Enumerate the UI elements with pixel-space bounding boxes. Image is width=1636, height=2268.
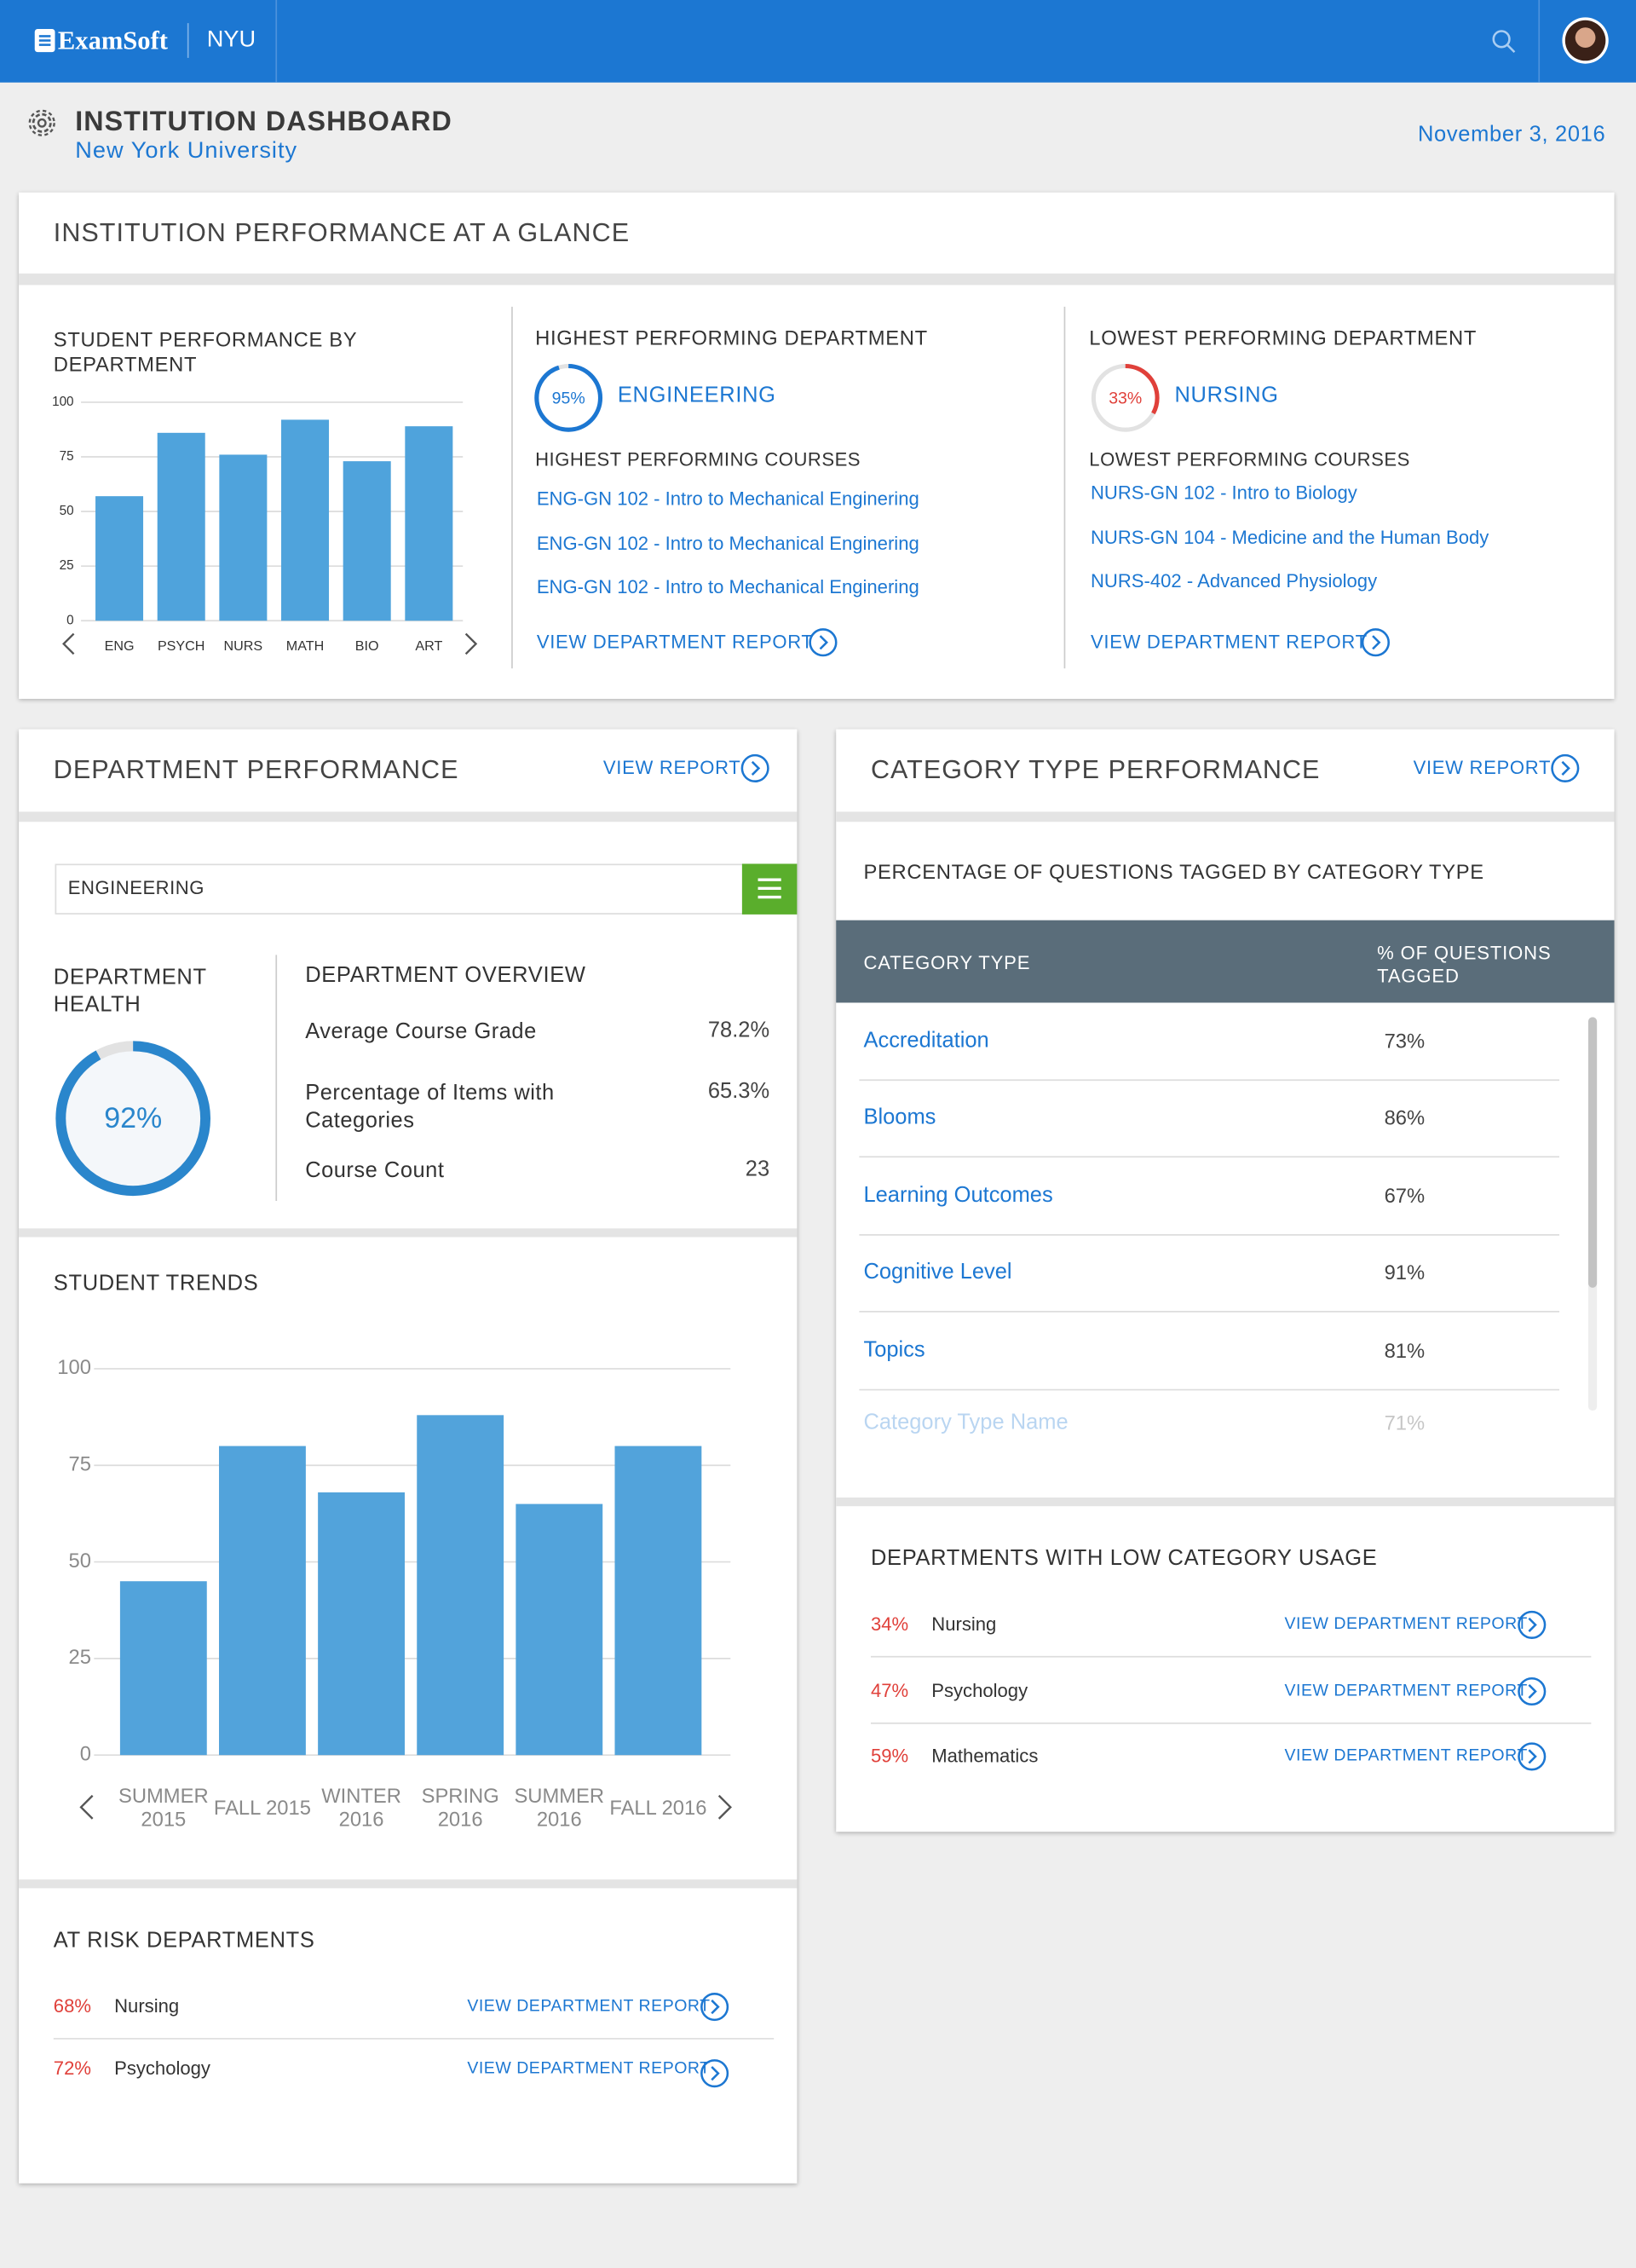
page-subtitle: New York University	[75, 138, 298, 164]
category-value: 81%	[1384, 1338, 1426, 1362]
usage-name: Nursing	[931, 1613, 997, 1636]
panel-title: HIGHEST PERFORMING DEPARTMENT	[535, 326, 928, 349]
select-value[interactable]: ENGINEERING	[67, 876, 204, 899]
separator	[19, 273, 1615, 286]
courses-title: LOWEST PERFORMING COURSES	[1089, 448, 1410, 470]
separator	[836, 811, 1615, 822]
usage-percent: 59%	[870, 1745, 909, 1767]
course-link[interactable]: ENG-GN 102 - Intro to Mechanical Enginer…	[536, 575, 919, 597]
chart-title: STUDENT PERFORMANCE BY DEPARTMENT	[53, 326, 357, 376]
panel-title: DEPARTMENT HEALTH	[53, 964, 207, 1017]
panel-title: DEPARTMENTS WITH LOW CATEGORY USAGE	[870, 1546, 1378, 1571]
separator	[19, 1879, 798, 1889]
report-link[interactable]: VIEW REPORT	[602, 756, 741, 779]
course-link[interactable]: NURS-GN 102 - Intro to Biology	[1090, 482, 1357, 504]
report-link[interactable]: VIEW DEPARTMENT REPORT	[467, 1998, 711, 2016]
category-value: 86%	[1384, 1105, 1426, 1129]
course-link[interactable]: ENG-GN 102 - Intro to Mechanical Enginer…	[536, 531, 919, 554]
select-button[interactable]	[741, 863, 798, 915]
department-name: NURSING	[1174, 383, 1279, 408]
separator	[19, 1228, 798, 1238]
institution: NYU	[206, 27, 256, 53]
x-tick-label: WINTER 2016	[321, 1784, 401, 1831]
top-bar	[0, 0, 1636, 83]
x-tick-label: SUMMER 2015	[118, 1784, 209, 1831]
course-link[interactable]: NURS-GN 104 - Medicine and the Human Bod…	[1090, 525, 1489, 548]
chart-title: STUDENT TRENDS	[53, 1271, 259, 1296]
report-link[interactable]: VIEW DEPARTMENT REPORT	[1090, 630, 1368, 653]
separator	[836, 1498, 1615, 1507]
risk-name: Psychology	[114, 2057, 210, 2080]
risk-percent: 68%	[53, 1994, 92, 2017]
report-link[interactable]: VIEW DEPARTMENT REPORT	[536, 630, 814, 653]
table-header: CATEGORY TYPE	[863, 951, 1031, 974]
table-header: % OF QUESTIONS TAGGED	[1377, 942, 1552, 987]
usage-percent: 47%	[870, 1679, 909, 1702]
card-title: INSTITUTION PERFORMANCE AT A GLANCE	[53, 217, 631, 247]
risk-name: Nursing	[114, 1994, 180, 2017]
course-link[interactable]: ENG-GN 102 - Intro to Mechanical Enginer…	[536, 487, 919, 510]
report-link[interactable]: VIEW DEPARTMENT REPORT	[1284, 1615, 1528, 1634]
department-name: ENGINEERING	[617, 383, 776, 408]
category-name[interactable]: Topics	[863, 1337, 925, 1363]
report-link[interactable]: VIEW DEPARTMENT REPORT	[1284, 1747, 1528, 1765]
overview-value: 65.3%	[707, 1078, 770, 1104]
report-link[interactable]: VIEW DEPARTMENT REPORT	[467, 2060, 711, 2078]
date: November 3, 2016	[1417, 122, 1606, 147]
category-value: 91%	[1384, 1261, 1426, 1284]
overview-label: Percentage of Items with Categories	[305, 1080, 555, 1133]
panel-title: DEPARTMENT OVERVIEW	[305, 962, 586, 988]
glance-card	[19, 192, 1615, 699]
category-value: 73%	[1384, 1029, 1426, 1053]
x-tick-label: FALL 2015	[213, 1795, 311, 1819]
course-link[interactable]: NURS-402 - Advanced Physiology	[1090, 569, 1378, 592]
overview-label: Course Count	[305, 1157, 445, 1183]
panel-title: PERCENTAGE OF QUESTIONS TAGGED BY CATEGO…	[863, 859, 1484, 883]
usage-name: Mathematics	[931, 1745, 1039, 1767]
category-name[interactable]: Cognitive Level	[863, 1259, 1012, 1284]
report-link[interactable]: VIEW REPORT	[1413, 756, 1552, 779]
panel-title: AT RISK DEPARTMENTS	[53, 1928, 315, 1953]
category-name[interactable]: Learning Outcomes	[863, 1183, 1053, 1208]
settings-icon[interactable]	[28, 109, 55, 136]
card-title: CATEGORY TYPE PERFORMANCE	[870, 754, 1321, 784]
risk-percent: 72%	[53, 2057, 92, 2080]
report-link[interactable]: VIEW DEPARTMENT REPORT	[1284, 1682, 1528, 1700]
card-title: DEPARTMENT PERFORMANCE	[53, 754, 459, 784]
page-title: INSTITUTION DASHBOARD	[75, 107, 452, 138]
category-name[interactable]: Accreditation	[863, 1028, 989, 1053]
separator	[19, 811, 798, 822]
category-card	[836, 729, 1615, 1832]
usage-percent: 34%	[870, 1613, 909, 1636]
usage-name: Psychology	[931, 1679, 1028, 1702]
panel-title: LOWEST PERFORMING DEPARTMENT	[1089, 326, 1478, 349]
category-value: 67%	[1384, 1184, 1426, 1208]
department-select[interactable]	[55, 863, 746, 915]
overview-value: 78.2%	[707, 1018, 770, 1043]
category-name[interactable]: Category Type Name	[863, 1410, 1069, 1435]
table-header	[836, 920, 1615, 1003]
category-value: 71%	[1384, 1411, 1426, 1434]
brand: ExamSoft	[57, 26, 168, 55]
overview-value: 23	[745, 1157, 770, 1182]
category-name[interactable]: Blooms	[863, 1105, 936, 1130]
department-card	[19, 729, 798, 2184]
overview-label: Average Course Grade	[305, 1019, 537, 1044]
x-tick-label: SUMMER 2016	[514, 1784, 605, 1831]
x-tick-label: FALL 2016	[609, 1795, 707, 1819]
courses-title: HIGHEST PERFORMING COURSES	[535, 448, 861, 470]
x-tick-label: SPRING 2016	[421, 1784, 499, 1831]
